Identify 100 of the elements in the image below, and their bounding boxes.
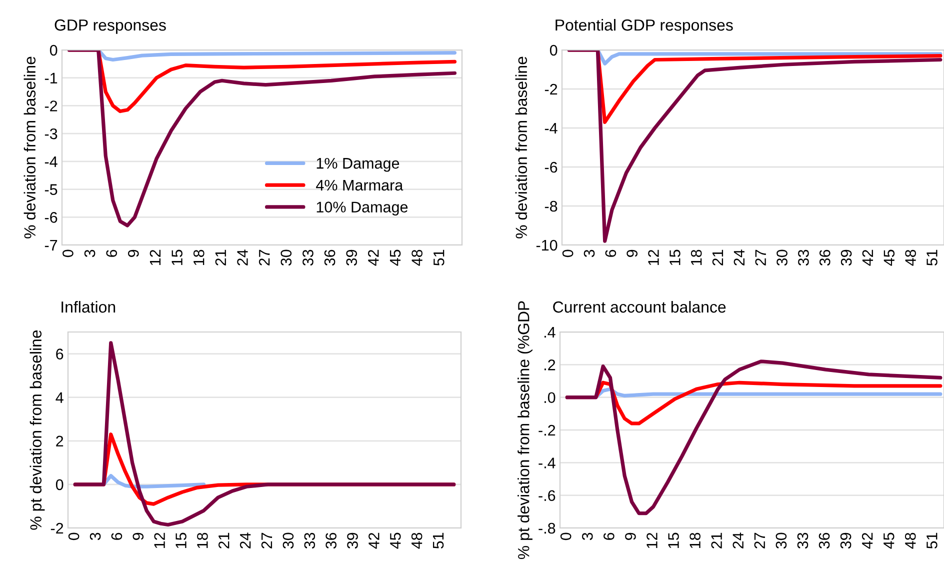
y-axis-title: % pt deviation from baseline: [30, 330, 45, 530]
y-axis-title: % pt deviation from baseline (%GDP: [518, 301, 532, 560]
x-tick-label: 3: [584, 250, 595, 258]
x-tick-label: 48: [905, 250, 916, 266]
y-tick-label: -1: [44, 72, 58, 84]
x-tick-label: 6: [605, 250, 616, 257]
x-tick-label: 21: [711, 532, 722, 548]
x-tick-label: 9: [128, 250, 139, 257]
x-tick-label: 27: [754, 532, 765, 548]
x-tick-label: 12: [648, 250, 659, 265]
x-tick-label: 21: [712, 250, 724, 266]
chart-title: Potential GDP responses: [556, 18, 733, 34]
x-tick-label: 36: [324, 250, 336, 266]
y-axis-title: % deviation from baseline: [24, 56, 36, 238]
y-tick-label: -5: [44, 184, 58, 195]
line-series: [567, 50, 942, 243]
chart-title: GDP responses: [54, 19, 166, 34]
x-tick-label: 51: [433, 532, 444, 549]
x-tick-label: 0: [62, 250, 74, 258]
x-tick-label: 42: [862, 250, 873, 266]
x-tick-label: 27: [258, 250, 270, 266]
y-tick-label: -2: [544, 84, 558, 95]
x-tick-label: 33: [302, 250, 314, 266]
x-tick-label: 0: [68, 532, 80, 540]
y-tick-label: 0: [50, 44, 58, 56]
y-tick-label: 0: [550, 44, 558, 56]
x-tick-label: 27: [261, 532, 272, 548]
x-tick-label: 18: [690, 532, 700, 548]
x-tick-label: 24: [732, 532, 744, 548]
y-tick-label: -6: [44, 212, 58, 223]
x-tick-label: 36: [326, 532, 336, 549]
x-tick-label: 42: [862, 532, 873, 549]
x-tick-label: 36: [819, 250, 830, 266]
y-tick-label: -.4: [538, 458, 556, 468]
x-tick-label: 18: [690, 250, 702, 265]
y-tick-label: -2: [50, 522, 64, 534]
x-tick-label: 48: [412, 250, 422, 266]
x-tick-label: 30: [776, 250, 788, 266]
x-tick-label: 51: [434, 250, 444, 266]
x-tick-label: 0: [562, 250, 574, 258]
x-tick-label: 15: [668, 532, 679, 548]
chart-title: Current account balance: [553, 300, 726, 313]
y-tick-label: -6: [544, 162, 558, 173]
x-tick-label: 42: [368, 250, 379, 266]
legend-label: 1% Damage: [316, 158, 400, 172]
y-tick-label: .0: [544, 392, 556, 404]
y-tick-label: 4: [56, 392, 64, 403]
legend-label: 4% Marmara: [316, 180, 404, 191]
x-tick-label: 39: [840, 250, 852, 266]
y-tick-label: -.8: [538, 522, 556, 534]
x-tick-label: 42: [368, 532, 380, 549]
x-tick-label: 45: [884, 250, 895, 266]
x-tick-label: 30: [776, 532, 787, 549]
x-tick-label: 15: [172, 250, 182, 265]
x-tick-label: 33: [797, 532, 808, 549]
y-tick-label: -10: [536, 240, 558, 251]
x-tick-label: 27: [755, 250, 766, 266]
y-tick-label: 6: [56, 348, 64, 360]
x-tick-label: 24: [237, 250, 248, 266]
y-tick-label: -3: [44, 128, 58, 140]
x-tick-label: 6: [604, 532, 614, 540]
line-series: [67, 50, 457, 228]
x-tick-label: 0: [560, 532, 572, 540]
x-tick-label: 48: [904, 532, 916, 549]
x-tick-label: 48: [411, 532, 422, 549]
x-tick-label: 3: [90, 532, 101, 540]
x-tick-label: 33: [798, 250, 809, 266]
line-series: [73, 341, 456, 527]
y-tick-label: 0: [56, 479, 64, 490]
x-tick-label: 9: [625, 532, 636, 540]
y-tick-label: -.2: [538, 424, 556, 436]
x-tick-label: 24: [240, 532, 251, 548]
x-tick-label: 39: [840, 532, 852, 549]
y-tick-label: -8: [544, 200, 558, 212]
y-tick-label: -4: [44, 156, 58, 167]
x-tick-label: 6: [111, 532, 122, 540]
x-tick-label: 12: [150, 250, 160, 265]
y-axis-title: % deviation from baseline: [515, 56, 528, 238]
y-tick-label: -.6: [538, 490, 556, 502]
y-tick-label: 2: [56, 436, 64, 446]
x-tick-label: 9: [626, 250, 638, 257]
x-tick-label: 33: [304, 532, 316, 549]
y-tick-label: -7: [44, 240, 58, 251]
line-series: [565, 360, 942, 516]
x-tick-label: 51: [926, 532, 938, 549]
x-tick-label: 39: [346, 250, 358, 266]
x-tick-label: 12: [646, 532, 658, 548]
x-tick-label: 45: [390, 250, 401, 266]
x-tick-label: 39: [347, 532, 358, 549]
x-tick-label: 3: [582, 532, 593, 540]
x-tick-label: 15: [176, 532, 186, 548]
y-tick-label: .2: [544, 360, 556, 370]
x-tick-label: 36: [818, 532, 830, 549]
chart-title: Inflation: [62, 300, 116, 313]
x-tick-label: 51: [926, 250, 938, 266]
x-tick-label: 18: [193, 250, 204, 265]
x-tick-label: 18: [197, 532, 208, 548]
y-tick-label: -2: [44, 100, 58, 112]
x-tick-label: 45: [390, 532, 401, 549]
x-tick-label: 9: [132, 532, 144, 540]
